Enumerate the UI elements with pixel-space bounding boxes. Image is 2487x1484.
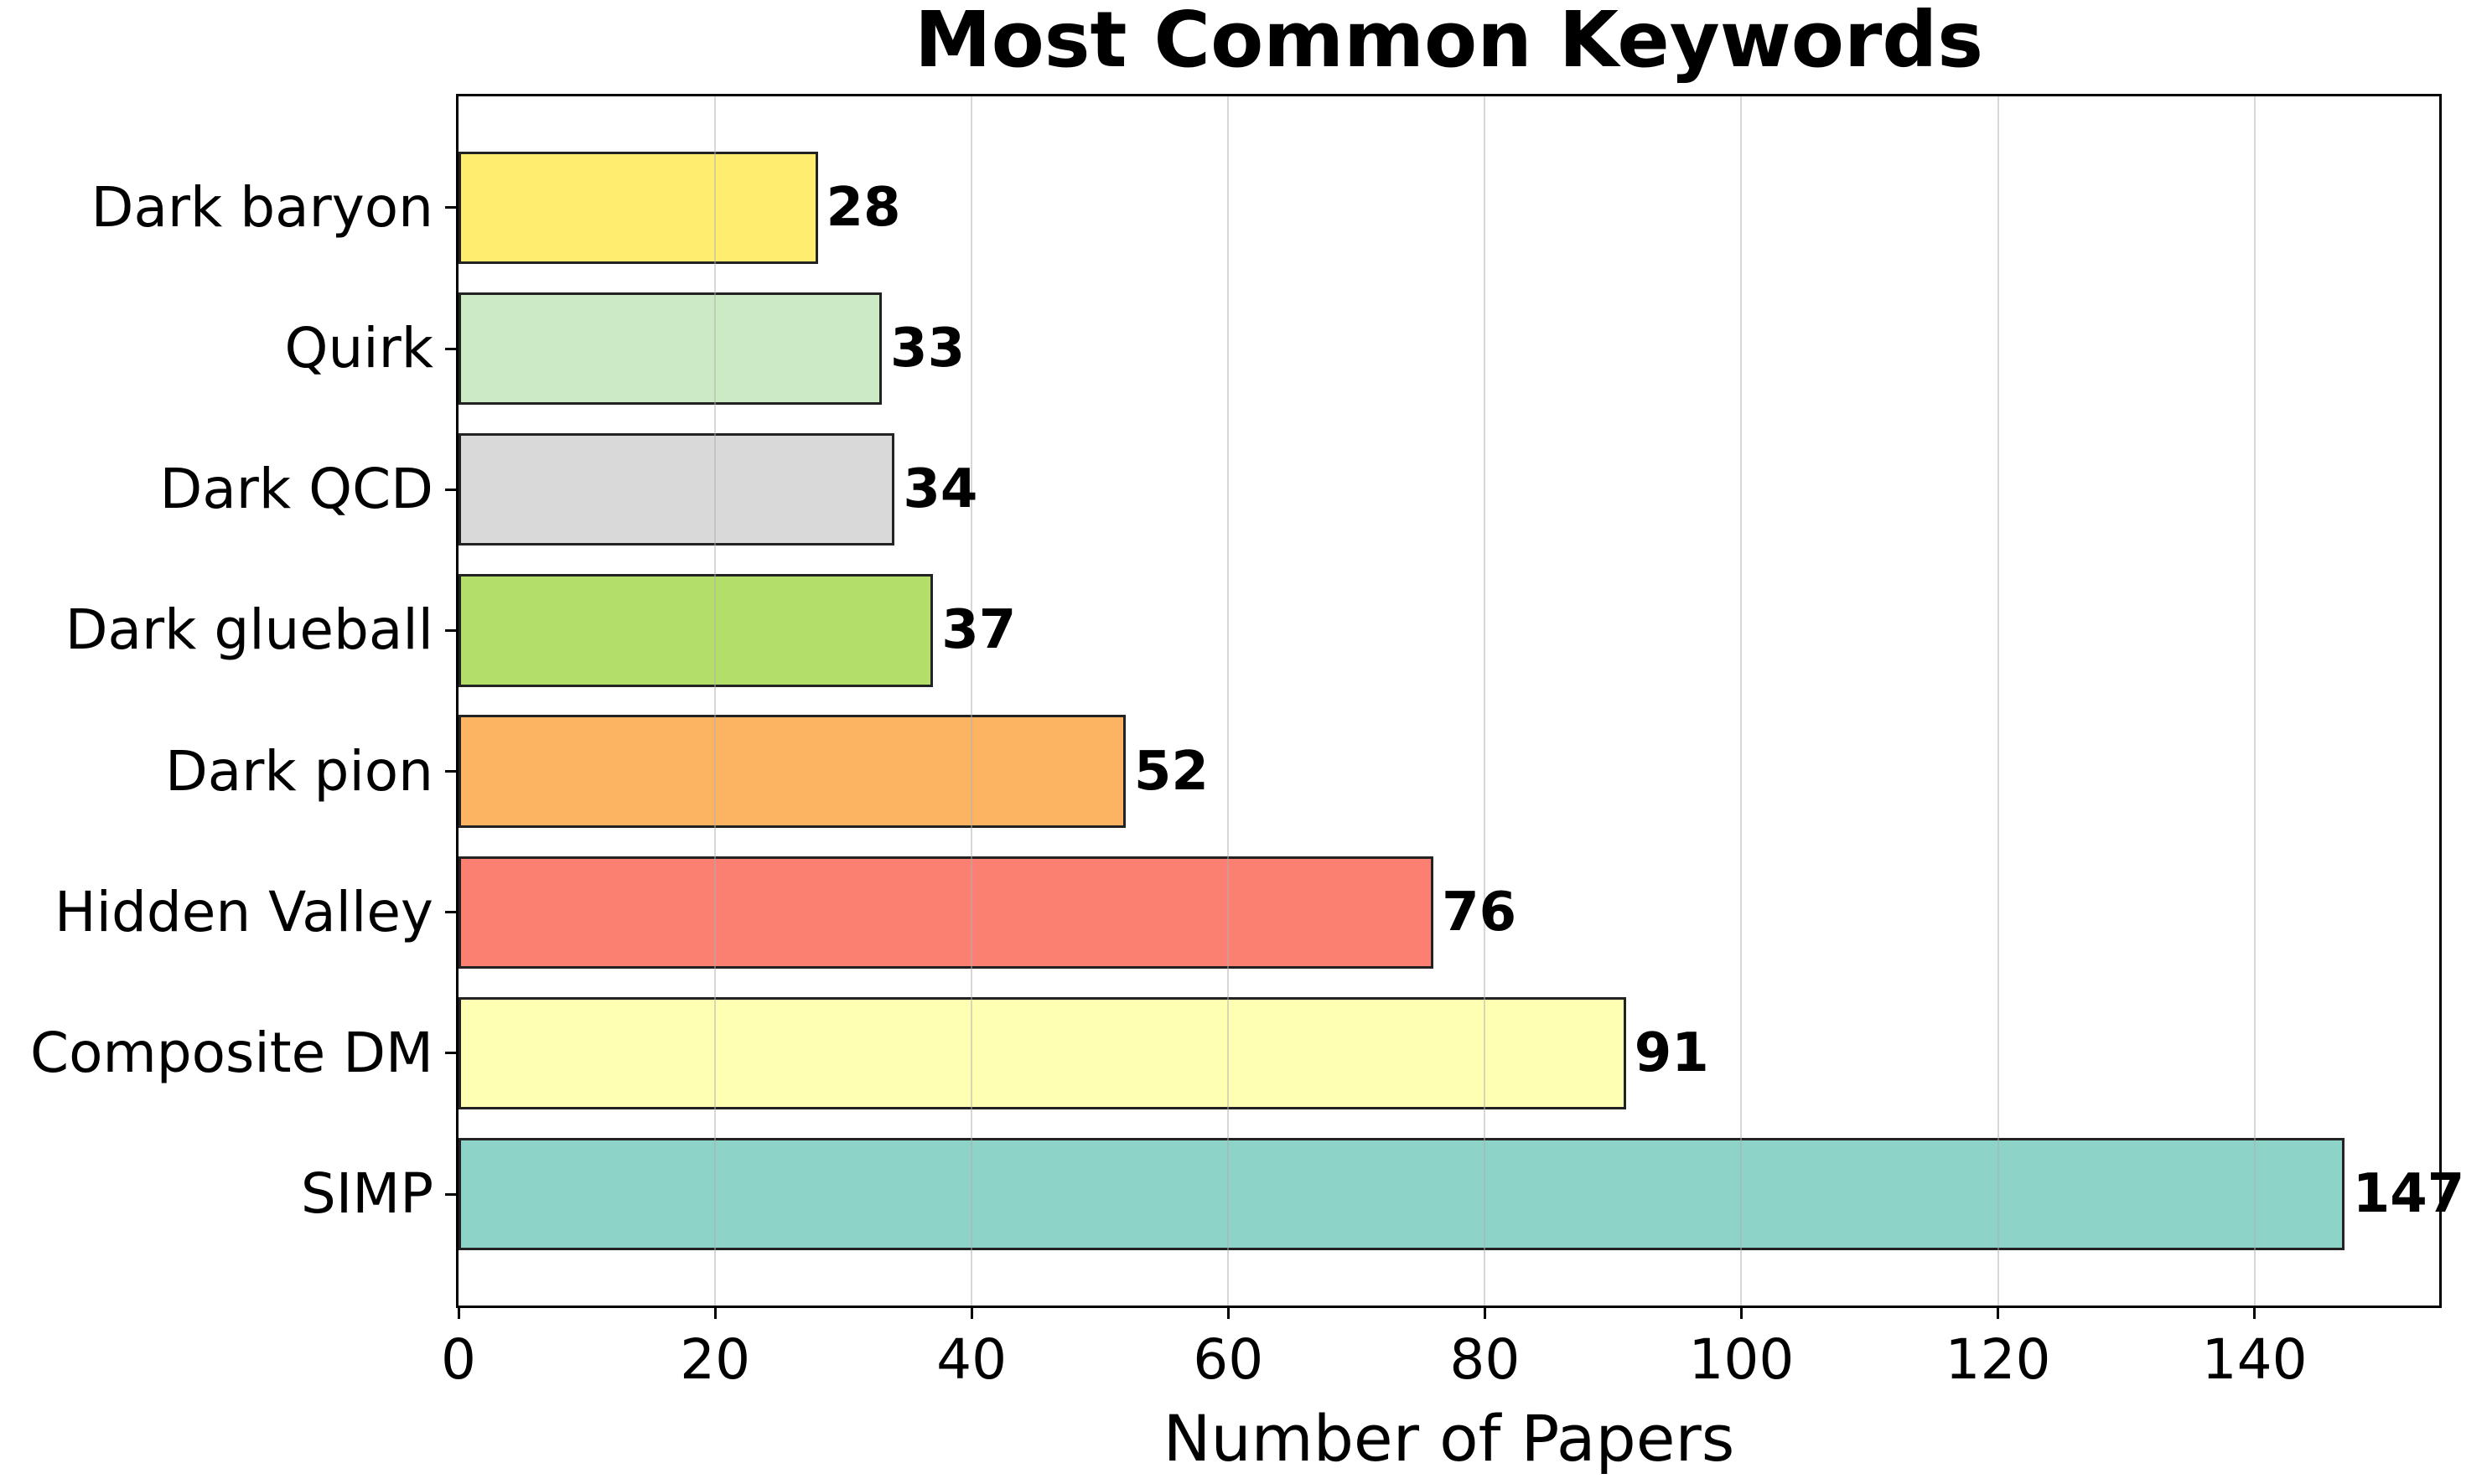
- value-label-hidden-valley: 76: [1442, 881, 1517, 944]
- gridline-x-40: [971, 96, 973, 1306]
- category-label-dark-baryon: Dark baryon: [91, 174, 433, 240]
- x-tick-mark: [970, 1307, 973, 1319]
- x-tick-label-120: 120: [1945, 1327, 2051, 1392]
- bar-dark-baryon: [459, 151, 818, 265]
- y-tick-mark: [445, 1192, 457, 1196]
- x-tick-mark: [2253, 1307, 2256, 1319]
- gridline-x-80: [1484, 96, 1486, 1306]
- x-tick-label-60: 60: [1193, 1327, 1264, 1392]
- gridline-x-120: [1997, 96, 1999, 1306]
- y-tick-mark: [445, 628, 457, 632]
- x-tick-label-0: 0: [441, 1327, 476, 1392]
- x-tick-label-100: 100: [1688, 1327, 1795, 1392]
- category-label-quirk: Quirk: [284, 316, 433, 381]
- bar-composite-dm: [459, 996, 1626, 1110]
- y-tick-mark: [445, 911, 457, 914]
- value-label-simp: 147: [2352, 1163, 2465, 1226]
- y-tick-mark: [445, 488, 457, 491]
- category-label-composite-dm: Composite DM: [30, 1020, 433, 1085]
- y-tick-mark: [445, 1052, 457, 1055]
- x-tick-mark: [1226, 1307, 1230, 1319]
- gridline-x-60: [1227, 96, 1230, 1306]
- x-tick-mark: [1483, 1307, 1486, 1319]
- bar-dark-glueball: [459, 574, 934, 687]
- chart-title: Most Common Keywords: [914, 0, 1983, 85]
- gridline-x-140: [2253, 96, 2256, 1306]
- category-label-hidden-valley: Hidden Valley: [54, 879, 433, 944]
- x-axis-label: Number of Papers: [1163, 1401, 1735, 1476]
- category-label-simp: SIMP: [300, 1161, 433, 1227]
- x-tick-mark: [457, 1307, 460, 1319]
- x-tick-mark: [713, 1307, 717, 1319]
- bar-hidden-valley: [459, 856, 1434, 970]
- gridline-x-20: [714, 96, 717, 1306]
- bar-dark-pion: [459, 715, 1126, 828]
- value-label-composite-dm: 91: [1634, 1021, 1709, 1084]
- y-tick-mark: [445, 206, 457, 209]
- x-tick-mark: [1997, 1307, 2000, 1319]
- value-label-quirk: 33: [890, 318, 966, 380]
- y-tick-mark: [445, 347, 457, 350]
- plot-area: [456, 94, 2442, 1308]
- y-tick-mark: [445, 770, 457, 773]
- x-tick-mark: [1739, 1307, 1743, 1319]
- x-tick-label-40: 40: [936, 1327, 1008, 1392]
- category-label-dark-qcd: Dark QCD: [159, 457, 433, 522]
- x-tick-label-80: 80: [1449, 1327, 1521, 1392]
- x-tick-label-140: 140: [2201, 1327, 2308, 1392]
- bar-dark-qcd: [459, 432, 895, 546]
- category-label-dark-pion: Dark pion: [164, 738, 433, 804]
- value-label-dark-baryon: 28: [826, 176, 901, 239]
- value-label-dark-qcd: 34: [903, 458, 978, 521]
- value-label-dark-glueball: 37: [941, 599, 1017, 662]
- gridline-x-100: [1740, 96, 1743, 1306]
- category-label-dark-glueball: Dark glueball: [65, 597, 433, 663]
- bar-simp: [459, 1137, 2345, 1251]
- x-tick-label-20: 20: [680, 1327, 751, 1392]
- bar-quirk: [459, 292, 883, 406]
- value-label-dark-pion: 52: [1133, 740, 1209, 803]
